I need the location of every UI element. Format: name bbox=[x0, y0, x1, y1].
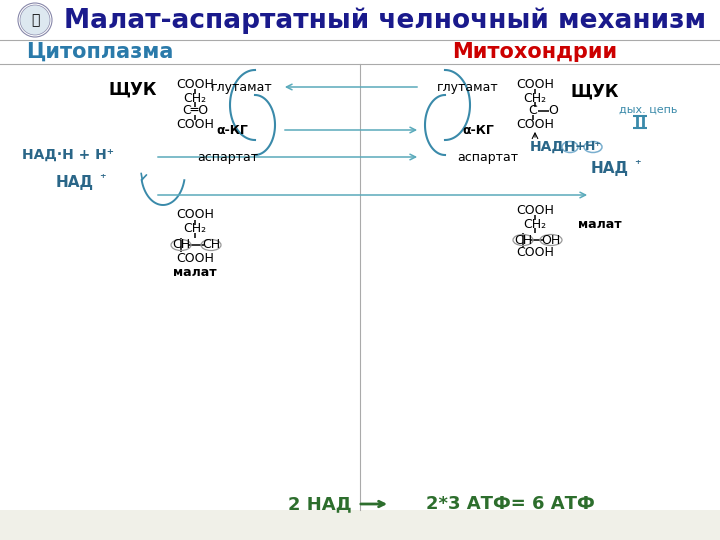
Text: COOH: COOH bbox=[176, 118, 214, 131]
Text: малат: малат bbox=[578, 218, 622, 231]
Text: COOH: COOH bbox=[516, 118, 554, 131]
Ellipse shape bbox=[26, 40, 84, 79]
Ellipse shape bbox=[0, 249, 72, 311]
Text: C: C bbox=[528, 105, 537, 118]
Text: 2*3 АТФ= 6 АТФ: 2*3 АТФ= 6 АТФ bbox=[426, 495, 595, 513]
Text: COOH: COOH bbox=[516, 246, 554, 260]
Text: аспартат: аспартат bbox=[457, 151, 518, 164]
Text: НАД: НАД bbox=[591, 160, 629, 176]
Text: Н⁺: Н⁺ bbox=[585, 140, 601, 153]
Bar bbox=[0, 40, 720, 64]
Text: ЩУК: ЩУК bbox=[571, 83, 619, 101]
Text: НАД·Н + Н⁺: НАД·Н + Н⁺ bbox=[22, 148, 114, 162]
Text: малат: малат bbox=[174, 266, 217, 279]
Text: COOH: COOH bbox=[176, 78, 214, 91]
Text: ⁺: ⁺ bbox=[634, 158, 640, 171]
Text: COOH: COOH bbox=[516, 78, 554, 91]
Ellipse shape bbox=[0, 51, 66, 109]
Text: CH₂: CH₂ bbox=[523, 218, 546, 231]
Text: глутамат: глутамат bbox=[211, 80, 273, 93]
Text: +: + bbox=[575, 140, 585, 153]
Text: α-КГ: α-КГ bbox=[216, 124, 248, 137]
Text: COOH: COOH bbox=[176, 252, 214, 265]
Bar bbox=[0, 64, 720, 510]
Text: ЩУК: ЩУК bbox=[109, 81, 157, 99]
Text: НАД: НАД bbox=[56, 174, 94, 190]
Ellipse shape bbox=[0, 335, 100, 465]
Text: аспартат: аспартат bbox=[197, 151, 258, 164]
Ellipse shape bbox=[80, 411, 140, 453]
Text: ⁺: ⁺ bbox=[99, 172, 105, 185]
Text: НАД·: НАД· bbox=[530, 140, 570, 154]
Ellipse shape bbox=[0, 110, 50, 190]
Text: OH: OH bbox=[541, 233, 561, 246]
Text: дых. цепь: дых. цепь bbox=[618, 105, 678, 115]
Text: CH₂: CH₂ bbox=[184, 222, 207, 235]
Text: Митохондрии: Митохондрии bbox=[452, 42, 618, 62]
Ellipse shape bbox=[10, 102, 66, 148]
Text: 🏛: 🏛 bbox=[31, 13, 39, 27]
Text: COOH: COOH bbox=[176, 208, 214, 221]
Text: CH: CH bbox=[172, 239, 190, 252]
Text: Н: Н bbox=[564, 140, 576, 154]
Text: COOH: COOH bbox=[516, 204, 554, 217]
Text: CH₂: CH₂ bbox=[523, 91, 546, 105]
Text: CH: CH bbox=[514, 233, 532, 246]
Circle shape bbox=[18, 3, 52, 37]
Text: 2 НАД: 2 НАД bbox=[288, 495, 352, 513]
Text: Малат-аспартатный челночный механизм: Малат-аспартатный челночный механизм bbox=[64, 8, 706, 34]
Circle shape bbox=[20, 5, 50, 35]
Text: α-КГ: α-КГ bbox=[462, 124, 494, 137]
Text: CH₂: CH₂ bbox=[184, 91, 207, 105]
Ellipse shape bbox=[0, 185, 73, 255]
Bar bbox=[0, 0, 720, 40]
Text: C═O: C═O bbox=[182, 105, 208, 118]
Text: Цитоплазма: Цитоплазма bbox=[27, 42, 174, 62]
Text: O: O bbox=[548, 105, 558, 118]
Text: глутамат: глутамат bbox=[437, 80, 499, 93]
Text: CH: CH bbox=[202, 239, 220, 252]
Ellipse shape bbox=[0, 390, 66, 470]
